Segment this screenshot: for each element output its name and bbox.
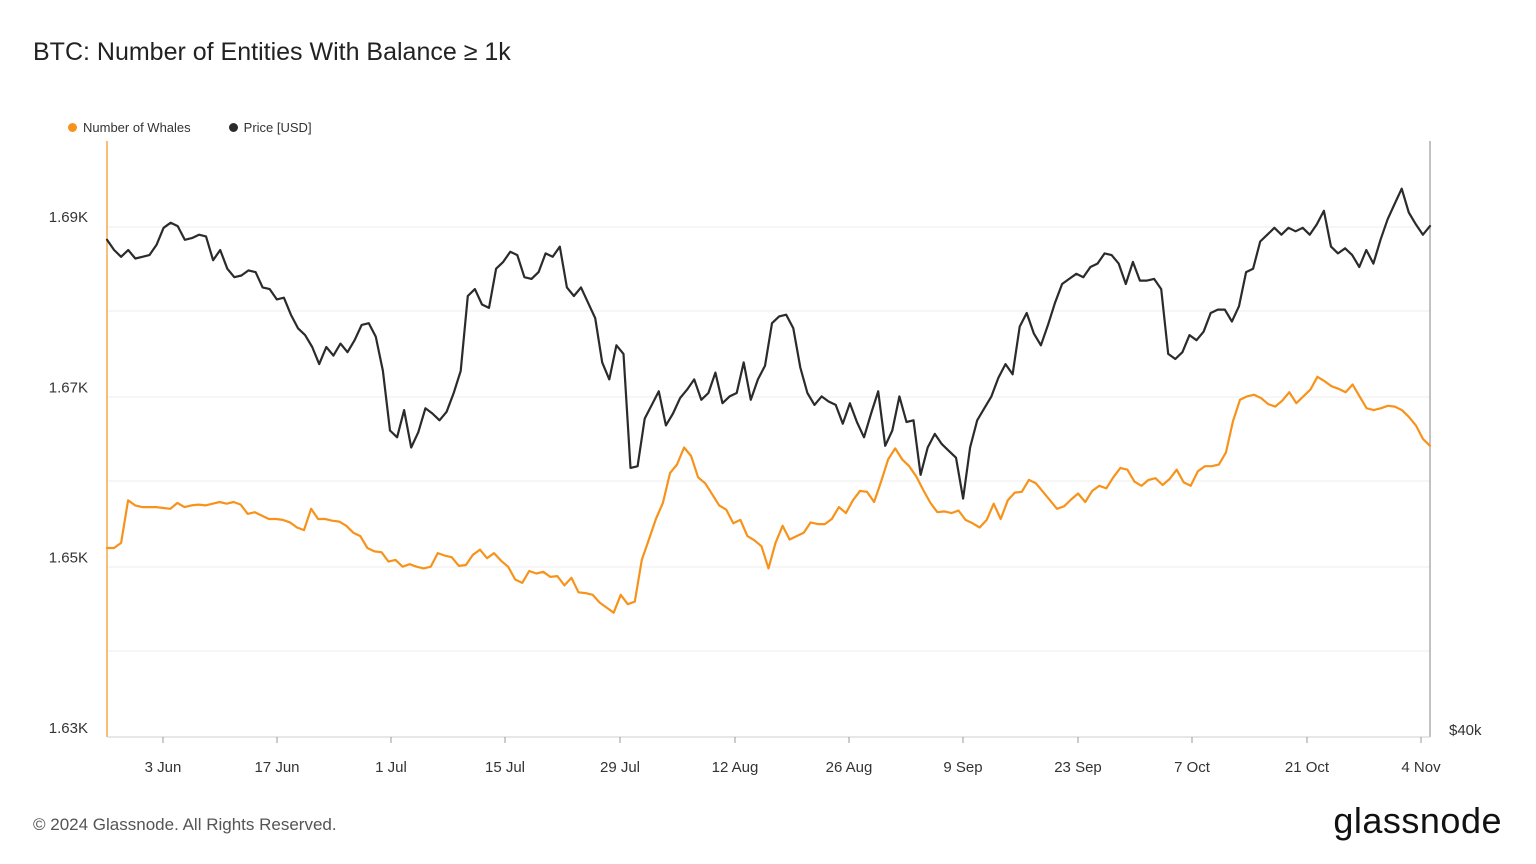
legend-label-whales: Number of Whales [83,120,191,135]
y-left-tick-label-0: 1.63K [49,720,88,737]
x-tick-label-1: 17 Jun [254,759,299,776]
y-axis-ticks: 1.63K 1.65K 1.67K 1.69K $40k [49,209,1482,739]
x-tick-label-11: 4 Nov [1401,759,1441,776]
legend-dot-price [228,123,238,132]
y-left-tick-label-2: 1.67K [49,379,88,396]
glassnode-logo: glassnode [1333,800,1502,841]
chart-title: BTC: Number of Entities With Balance ≥ 1… [33,38,511,66]
legend-dot-whales [68,123,77,132]
x-tick-label-2: 1 Jul [375,759,407,776]
legend-item-price[interactable]: Price [USD] [228,120,312,135]
x-axis-ticks: 3 Jun 17 Jun 1 Jul 15 Jul 29 Jul 12 Aug 26 Aug… [145,737,1441,776]
x-tick-label-3: 15 Jul [485,759,525,776]
grid-lines [107,226,1430,652]
series-line-whales [105,375,1432,614]
legend-item-whales[interactable]: Number of Whales [68,120,191,135]
x-tick-label-7: 9 Sep [943,759,982,776]
axes [106,141,1431,738]
x-tick-label-5: 12 Aug [712,759,759,776]
x-tick-label-8: 23 Sep [1054,759,1102,776]
x-tick-label-9: 7 Oct [1174,759,1211,776]
legend-label-price: Price [USD] [243,120,312,135]
series-line-price [105,187,1432,500]
x-tick-label-10: 21 Oct [1285,759,1330,776]
y-right-tick-label-0: $40k [1449,722,1482,739]
copyright-text: © 2024 Glassnode. All Rights Reserved. [33,815,337,834]
x-tick-label-4: 29 Jul [600,759,640,776]
x-tick-label-0: 3 Jun [145,759,182,776]
legend: Number of Whales Price [USD] [68,120,312,135]
x-tick-label-6: 26 Aug [826,759,873,776]
series-lines [105,187,1432,614]
y-left-tick-label-3: 1.69K [49,209,88,226]
y-left-tick-label-1: 1.65K [49,550,88,567]
